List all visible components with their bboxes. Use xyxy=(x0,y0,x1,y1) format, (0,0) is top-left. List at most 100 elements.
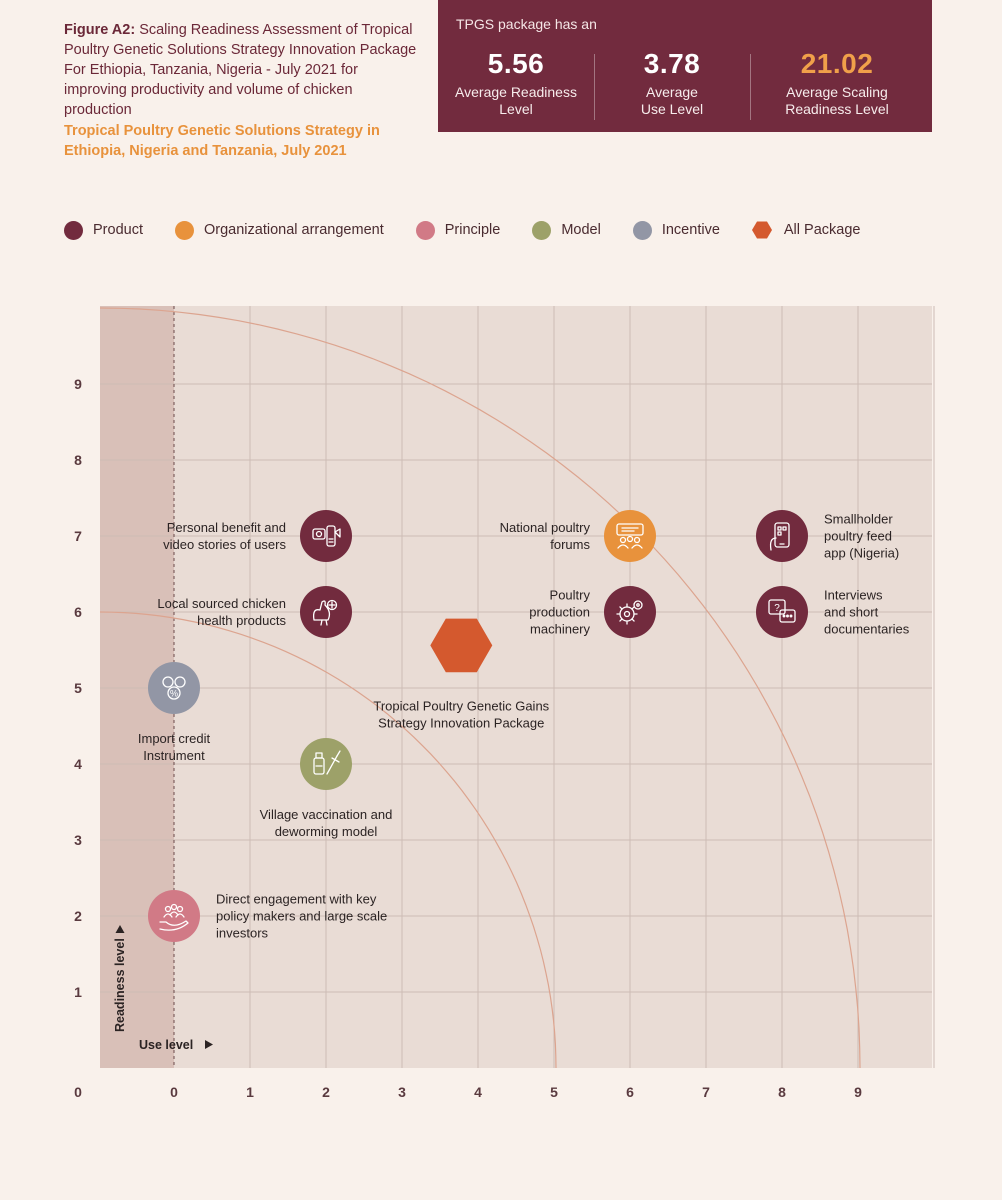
legend-swatch xyxy=(174,220,194,240)
x-axis-arrow xyxy=(205,1040,213,1049)
origin-label: 0 xyxy=(74,1084,82,1100)
y-tick-label: 5 xyxy=(74,680,82,696)
y-axis-label: Readiness level xyxy=(113,938,127,1032)
data-point-label: Instrument xyxy=(143,748,205,763)
data-point-label: poultry feed xyxy=(824,529,892,544)
data-point-label: deworming model xyxy=(275,824,378,839)
stat-divider xyxy=(594,54,595,120)
x-tick-label: 8 xyxy=(778,1084,786,1100)
legend-label: Model xyxy=(561,222,601,238)
data-point: Personal benefit and video stories of use… xyxy=(163,510,352,562)
stat-label-line: Average Scaling xyxy=(786,84,888,100)
data-point-label: app (Nigeria) xyxy=(824,546,899,561)
data-point: Poultry production machinery xyxy=(529,586,656,638)
hexagon-icon xyxy=(751,221,772,239)
stats-panel: TPGS package has an 5.56 Average Readine… xyxy=(438,0,932,132)
data-point-label: and short xyxy=(824,605,879,620)
stat-readiness: 5.56 Average Readiness Level xyxy=(441,48,591,118)
legend-item-organizational: Organizational arrangement xyxy=(174,220,384,240)
x-tick-label: 7 xyxy=(702,1084,710,1100)
figure-caption: Figure A2: Scaling Readiness Assessment … xyxy=(64,20,424,120)
x-tick-label: 4 xyxy=(474,1084,482,1100)
data-point-label: National poultry xyxy=(500,520,591,535)
plot-background xyxy=(100,306,932,1068)
stat-label-line: Level xyxy=(499,101,533,117)
legend-item-all-package: All Package xyxy=(751,220,861,240)
x-tick-label: 6 xyxy=(626,1084,634,1100)
stat-scaling-label: Average Scaling Readiness Level xyxy=(762,84,912,118)
stat-use: 3.78 Average Use Level xyxy=(597,48,747,118)
vaccine-icon xyxy=(313,750,341,775)
svg-text:%: % xyxy=(170,689,178,699)
x-axis-label: Use level xyxy=(139,1038,193,1052)
stat-scaling: 21.02 Average Scaling Readiness Level xyxy=(762,48,912,118)
stat-label-line: Average Readiness xyxy=(455,84,577,100)
data-point-label: Import credit xyxy=(138,731,211,746)
y-axis-arrow xyxy=(115,925,125,933)
data-point-label: Poultry xyxy=(550,588,591,603)
data-point-label: machinery xyxy=(530,622,590,637)
forum-icon xyxy=(616,523,644,549)
x-tick-label: 9 xyxy=(854,1084,862,1100)
legend-label: Principle xyxy=(444,222,501,238)
y-tick-label: 4 xyxy=(74,756,82,772)
legend-swatch xyxy=(632,220,652,240)
y-tick-label: 8 xyxy=(74,452,82,468)
mobile-app-icon xyxy=(769,522,790,551)
data-point-marker xyxy=(148,890,200,942)
data-point-marker xyxy=(300,738,352,790)
data-point-label: production xyxy=(529,605,590,620)
data-point: Tropical Poultry Genetic Gains Strategy I… xyxy=(373,618,550,730)
legend-item-product: Product xyxy=(64,220,143,240)
chart-legend: Product Organizational arrangement Princ… xyxy=(64,219,892,241)
data-point-marker xyxy=(148,662,200,714)
stat-scaling-value: 21.02 xyxy=(800,48,874,79)
data-point-marker xyxy=(756,586,808,638)
stat-label-line: Use Level xyxy=(640,101,704,117)
gears-icon xyxy=(616,600,643,625)
chat-icon: ? xyxy=(768,599,796,623)
legend-swatch xyxy=(532,220,552,240)
x-tick-label: 2 xyxy=(322,1084,330,1100)
x-tick-label: 1 xyxy=(246,1084,254,1100)
data-point-label: forums xyxy=(550,537,590,552)
x-tick-label: 0 xyxy=(170,1084,178,1100)
data-point-marker xyxy=(756,510,808,562)
x-tick-label: 5 xyxy=(550,1084,558,1100)
data-point-label: Interviews xyxy=(824,588,883,603)
stat-use-label: Average Use Level xyxy=(597,84,747,118)
y-tick-label: 3 xyxy=(74,832,82,848)
data-point-label: Village vaccination and xyxy=(260,807,393,822)
data-point-label: Personal benefit and xyxy=(167,520,286,535)
chicken-health-icon xyxy=(312,599,338,626)
iso-readiness-curve xyxy=(99,611,557,1069)
legend-label: Product xyxy=(93,222,143,238)
legend-item-principle: Principle xyxy=(415,220,501,240)
svg-text:?: ? xyxy=(774,603,780,614)
data-point-label: Direct engagement with key xyxy=(216,892,377,907)
figure-caption-text: Scaling Readiness Assessment of Tropical… xyxy=(64,22,417,118)
stat-label-line: Average xyxy=(646,84,698,100)
legend-label: Organizational arrangement xyxy=(203,222,384,238)
figure-caption-label: Figure A2: xyxy=(64,22,136,38)
data-point-label: Strategy Innovation Package xyxy=(378,715,544,730)
stat-readiness-value: 5.56 xyxy=(487,48,545,79)
legend-swatch xyxy=(64,220,83,240)
stat-readiness-label: Average Readiness Level xyxy=(441,84,591,118)
stat-divider xyxy=(750,54,751,120)
legend-label: All Package xyxy=(783,222,861,238)
people-hand-icon xyxy=(159,903,189,931)
x-tick-label: 3 xyxy=(398,1084,406,1100)
legend-item-model: Model xyxy=(532,220,601,240)
data-point-marker xyxy=(604,586,656,638)
data-point-label: Smallholder xyxy=(824,512,893,527)
data-point: ? Interviews and short documentaries xyxy=(756,586,910,638)
legend-item-incentive: Incentive xyxy=(632,220,720,240)
data-point-label: Local sourced chicken xyxy=(157,596,286,611)
data-point: Smallholder poultry feed app (Nigeria) xyxy=(756,510,899,562)
data-point-label: investors xyxy=(216,926,269,941)
y-tick-label: 6 xyxy=(74,604,82,620)
data-point: Direct engagement with key policy makers … xyxy=(148,890,387,942)
stat-label-line: Readiness Level xyxy=(785,101,889,117)
